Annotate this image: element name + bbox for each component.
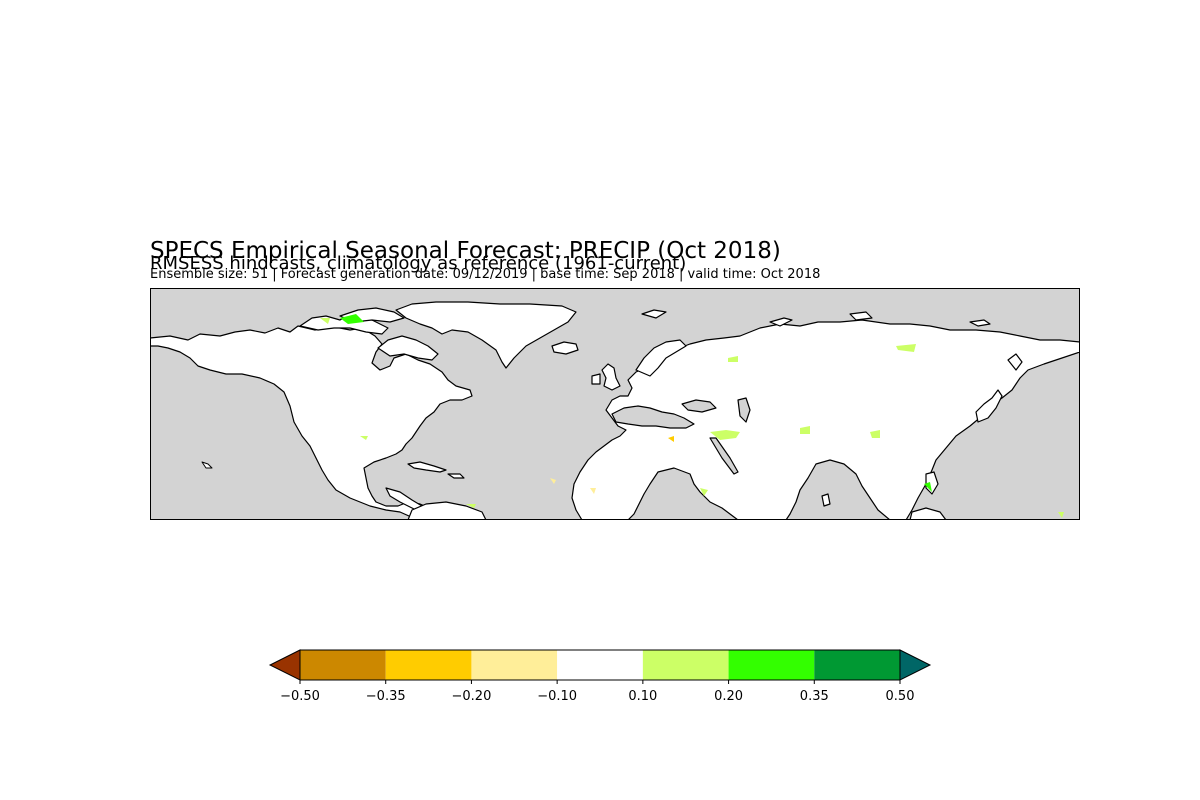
land-iceland: [551, 341, 579, 355]
colorbar-over-arrow: [899, 649, 932, 681]
skill-patch: [550, 478, 556, 484]
land-ireland: [591, 373, 601, 385]
colorbar-tick-label: −0.10: [537, 689, 577, 704]
skill-patch: [320, 318, 330, 324]
land-hawaii: [201, 461, 213, 469]
colorbar-tick-label: 0.20: [714, 689, 743, 704]
skill-patches: [320, 314, 1064, 518]
skill-patch: [340, 314, 364, 324]
colorbar-tick-label: −0.35: [366, 689, 406, 704]
land-cuba: [407, 461, 447, 473]
forecast-info: Ensemble size: 51 | Forecast generation …: [150, 267, 821, 282]
land-new-siberian: [969, 319, 991, 327]
red-sea: [709, 437, 739, 475]
land-britain: [601, 363, 621, 391]
land-scandinavia: [635, 339, 687, 377]
skill-patch: [870, 430, 880, 438]
land-hispaniola: [447, 473, 465, 479]
skill-patch: [1058, 512, 1064, 518]
skill-patch: [728, 356, 738, 362]
skill-patch: [360, 436, 368, 440]
mediterranean-sea: [611, 405, 695, 429]
skill-patch: [896, 344, 916, 352]
land-baffin-island: [377, 335, 439, 361]
land-borneo: [909, 507, 947, 520]
land-south-america: [407, 501, 487, 520]
land-novaya-zemlya: [769, 317, 793, 327]
skill-patch: [700, 488, 708, 496]
black-sea: [681, 399, 717, 413]
colorbar-bins: [300, 650, 900, 680]
colorbar: −0.50 −0.35 −0.20 −0.10 0.10 0.20 0.35 0.50: [268, 649, 932, 704]
precip-skill-map: [150, 288, 1080, 520]
land-svalbard: [641, 309, 667, 319]
land-sri-lanka: [821, 493, 831, 507]
caspian-sea: [737, 397, 751, 423]
map-subtitle: RMSESS hindcasts, climatology as referen…: [150, 253, 687, 274]
colorbar-bin: [471, 650, 558, 680]
skill-patch: [590, 488, 596, 494]
colorbar-tick-label: 0.50: [886, 689, 915, 704]
colorbar-tick-label: 0.35: [800, 689, 829, 704]
colorbar-bin: [728, 650, 815, 680]
colorbar-tick-label: 0.10: [628, 689, 657, 704]
colorbar-bin: [300, 650, 386, 680]
map-title: SPECS Empirical Seasonal Forecast: PRECI…: [150, 238, 781, 264]
land-eurasia-africa: [571, 319, 1080, 520]
skill-patch: [924, 482, 932, 492]
colorbar-bin: [642, 650, 729, 680]
colorbar-ticks: −0.50 −0.35 −0.20 −0.10 0.10 0.20 0.35 0.50: [280, 680, 914, 704]
skill-patch: [466, 504, 476, 508]
colorbar-tick-label: −0.20: [452, 689, 492, 704]
land-greenland: [395, 301, 577, 369]
colorbar-bin: [814, 650, 900, 680]
colorbar-outline: [299, 649, 901, 681]
colorbar-tick-label: −0.50: [280, 689, 320, 704]
colorbar-bin: [385, 650, 472, 680]
land-severnaya: [849, 311, 873, 321]
land-central-america: [385, 487, 449, 520]
skill-patch: [668, 436, 674, 442]
land-japan: [975, 389, 1003, 423]
map-frame: [150, 288, 1080, 520]
colorbar-under-arrow: [268, 649, 301, 681]
colorbar-bin: [557, 650, 643, 680]
land-kamchatka: [1007, 353, 1023, 371]
skill-patch: [710, 430, 740, 440]
skill-patch: [800, 426, 810, 434]
